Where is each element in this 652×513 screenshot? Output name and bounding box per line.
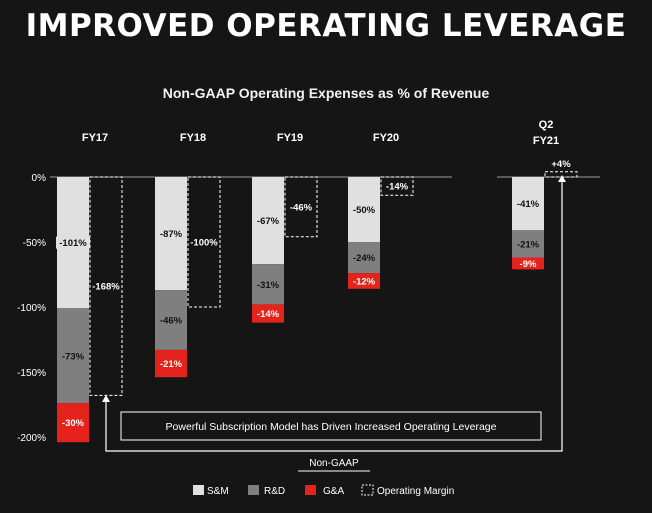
data-label-bg	[350, 251, 378, 264]
data-label: -14%	[257, 309, 280, 320]
y-tick-label: -150%	[17, 368, 46, 379]
x-category-label: Q2	[539, 119, 554, 131]
data-label: -21%	[517, 239, 540, 250]
data-label-bg	[59, 416, 87, 429]
data-label: -31%	[257, 280, 280, 291]
legend-title: Non-GAAP	[309, 458, 359, 469]
data-label-bg	[59, 349, 87, 362]
data-label-bg	[157, 357, 185, 370]
y-tick-label: 0%	[32, 173, 47, 184]
data-label: -50%	[353, 205, 376, 216]
legend-label: G&A	[323, 486, 344, 497]
data-label: -30%	[62, 418, 85, 429]
legend-label: S&M	[207, 486, 229, 497]
annotation-box	[120, 411, 542, 441]
data-label: -73%	[62, 351, 85, 362]
data-label-bg	[56, 236, 90, 249]
operating-margin-box	[284, 176, 318, 238]
data-label-bg	[517, 257, 539, 270]
data-label-bg	[254, 214, 282, 227]
x-category-label: FY21	[533, 135, 559, 147]
data-label: -24%	[353, 253, 376, 264]
arrow-head-left	[102, 395, 110, 402]
data-label: -101%	[59, 238, 87, 249]
data-label-bg	[350, 203, 378, 216]
x-category-label: FY20	[373, 132, 399, 144]
y-tick-label: -200%	[17, 433, 46, 444]
operating-margin-box	[544, 171, 578, 178]
legend-swatch-sm	[193, 485, 204, 495]
legend-label: R&D	[264, 486, 285, 497]
data-label-bg	[514, 197, 542, 210]
legend-swatch-ga	[305, 485, 316, 495]
legend-swatch-rd	[248, 485, 259, 495]
data-label-bg	[350, 275, 378, 287]
operating-margin-label: -100%	[190, 238, 218, 249]
data-label: -12%	[353, 277, 376, 288]
x-category-label: FY17	[82, 132, 108, 144]
annotation-bracket	[105, 181, 563, 452]
data-label: -46%	[160, 316, 183, 327]
data-label-bg	[157, 227, 185, 240]
operating-margin-box	[187, 176, 221, 308]
data-label-bg	[514, 237, 542, 250]
data-label: -21%	[160, 359, 183, 370]
y-tick-label: -100%	[17, 303, 46, 314]
data-label: -87%	[160, 229, 183, 240]
arrow-head-right	[558, 175, 566, 182]
y-tick-label: -50%	[23, 238, 46, 249]
operating-margin-box	[380, 176, 414, 196]
legend-swatch-operating-margin	[361, 484, 374, 496]
operating-margin-label: -46%	[290, 202, 313, 213]
page-title: IMPROVED OPERATING LEVERAGE	[25, 8, 627, 44]
operating-margin-label: -168%	[92, 282, 120, 293]
data-label: -9%	[520, 259, 537, 270]
x-category-label: FY18	[180, 132, 206, 144]
data-label: -41%	[517, 199, 540, 210]
data-label-bg	[254, 278, 282, 291]
data-label-bg	[254, 307, 282, 320]
chart-title: Non-GAAP Operating Expenses as % of Reve…	[162, 85, 490, 101]
operating-margin-label: -14%	[386, 182, 409, 193]
annotation-text: Powerful Subscription Model has Driven I…	[166, 421, 497, 433]
x-category-label: FY19	[277, 132, 303, 144]
legend-label: Operating Margin	[377, 486, 454, 497]
data-label: -67%	[257, 216, 280, 227]
operating-margin-label: +4%	[551, 159, 571, 170]
data-label-bg	[157, 314, 185, 326]
